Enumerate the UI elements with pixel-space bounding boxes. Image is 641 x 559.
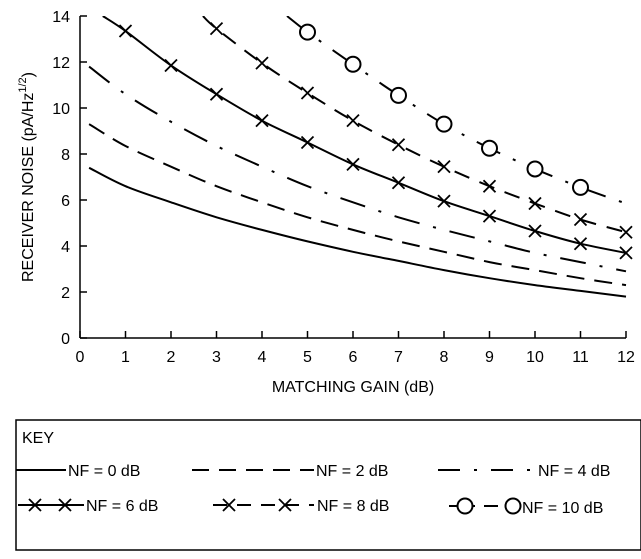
series-point	[482, 179, 497, 193]
series-line	[88, 65, 627, 273]
series-line	[88, 166, 627, 298]
series-point	[619, 246, 633, 260]
x-tick-label: 12	[617, 349, 635, 366]
x-tick-label: 2	[167, 349, 176, 366]
key-label-nf0: NF = 0 dB	[68, 463, 140, 480]
y-tick-label: 4	[61, 239, 70, 256]
series-point	[300, 86, 315, 100]
y-tick-label: 12	[52, 55, 70, 72]
key-marker-nf10-b	[504, 497, 522, 515]
series-point	[164, 58, 178, 73]
series-point	[346, 114, 360, 128]
key-box	[15, 419, 641, 551]
key-marker-nf6-a	[28, 498, 42, 512]
x-tick-label: 11	[572, 349, 589, 366]
x-tick-label: 6	[349, 349, 358, 366]
x-tick-label: 0	[76, 349, 85, 366]
x-tick-label: 3	[212, 349, 221, 366]
y-axis-title-superscript: 1/2	[17, 77, 29, 92]
series-point	[437, 194, 451, 208]
series-point	[619, 225, 633, 239]
series-markers	[118, 22, 633, 260]
key-label-nf8: NF = 8 dB	[317, 498, 389, 515]
y-tick-label: 14	[52, 9, 70, 26]
key-label-nf4: NF = 4 dB	[538, 463, 610, 480]
key-label-nf2: NF = 2 dB	[316, 463, 388, 480]
key-title: KEY	[22, 430, 54, 447]
key-label-nf10: NF = 10 dB	[522, 500, 603, 517]
y-axis-title-close: )	[20, 72, 37, 77]
series-point	[573, 212, 588, 227]
series-point	[255, 114, 269, 128]
series-line	[202, 16, 627, 234]
x-tick-label: 1	[121, 349, 130, 366]
x-tick-label: 9	[485, 349, 494, 366]
x-tick-label: 5	[303, 349, 312, 366]
series-point	[572, 178, 589, 196]
series-point	[118, 24, 133, 38]
series-point	[255, 56, 269, 70]
x-tick-label: 8	[440, 349, 449, 366]
series-line	[286, 16, 627, 205]
series-point	[390, 86, 407, 104]
x-axis-title: MATCHING GAIN (dB)	[272, 379, 434, 396]
key-label-nf6: NF = 6 dB	[86, 498, 158, 515]
series-point	[482, 209, 497, 223]
series-point	[209, 22, 224, 36]
series-point	[391, 176, 406, 190]
series-point	[528, 196, 542, 211]
key-marker-nf8-b	[278, 498, 292, 512]
y-tick-label: 0	[61, 331, 70, 348]
y-axis-title: RECEIVER NOISE (pA/Hz1/2)	[17, 72, 37, 282]
key-marker-nf10-a	[456, 497, 474, 515]
series-point	[528, 224, 542, 238]
y-tick-label: 6	[61, 193, 70, 210]
x-tick-label: 7	[394, 349, 403, 366]
y-tick-label: 2	[61, 285, 70, 302]
x-tick-label: 10	[526, 349, 544, 366]
series-line	[88, 123, 627, 287]
y-axis-title-main: RECEIVER NOISE (pA/Hz	[20, 93, 37, 282]
key-marker-nf8-a	[222, 498, 236, 512]
series-point	[573, 237, 588, 251]
series-point	[209, 87, 224, 101]
series-point	[437, 160, 451, 174]
series-point	[299, 23, 316, 41]
axis-ticks	[79, 15, 627, 339]
series-point	[346, 157, 360, 171]
y-tick-label: 10	[52, 101, 70, 118]
x-tick-label: 4	[258, 349, 267, 366]
series-point	[300, 135, 315, 150]
y-tick-label: 8	[61, 147, 70, 164]
series-point	[344, 55, 362, 73]
key-marker-nf6-b	[58, 498, 72, 512]
series-point	[435, 115, 453, 133]
series-point	[526, 160, 544, 178]
series-point	[481, 139, 498, 157]
series-line	[102, 16, 627, 254]
series-point	[391, 138, 406, 152]
